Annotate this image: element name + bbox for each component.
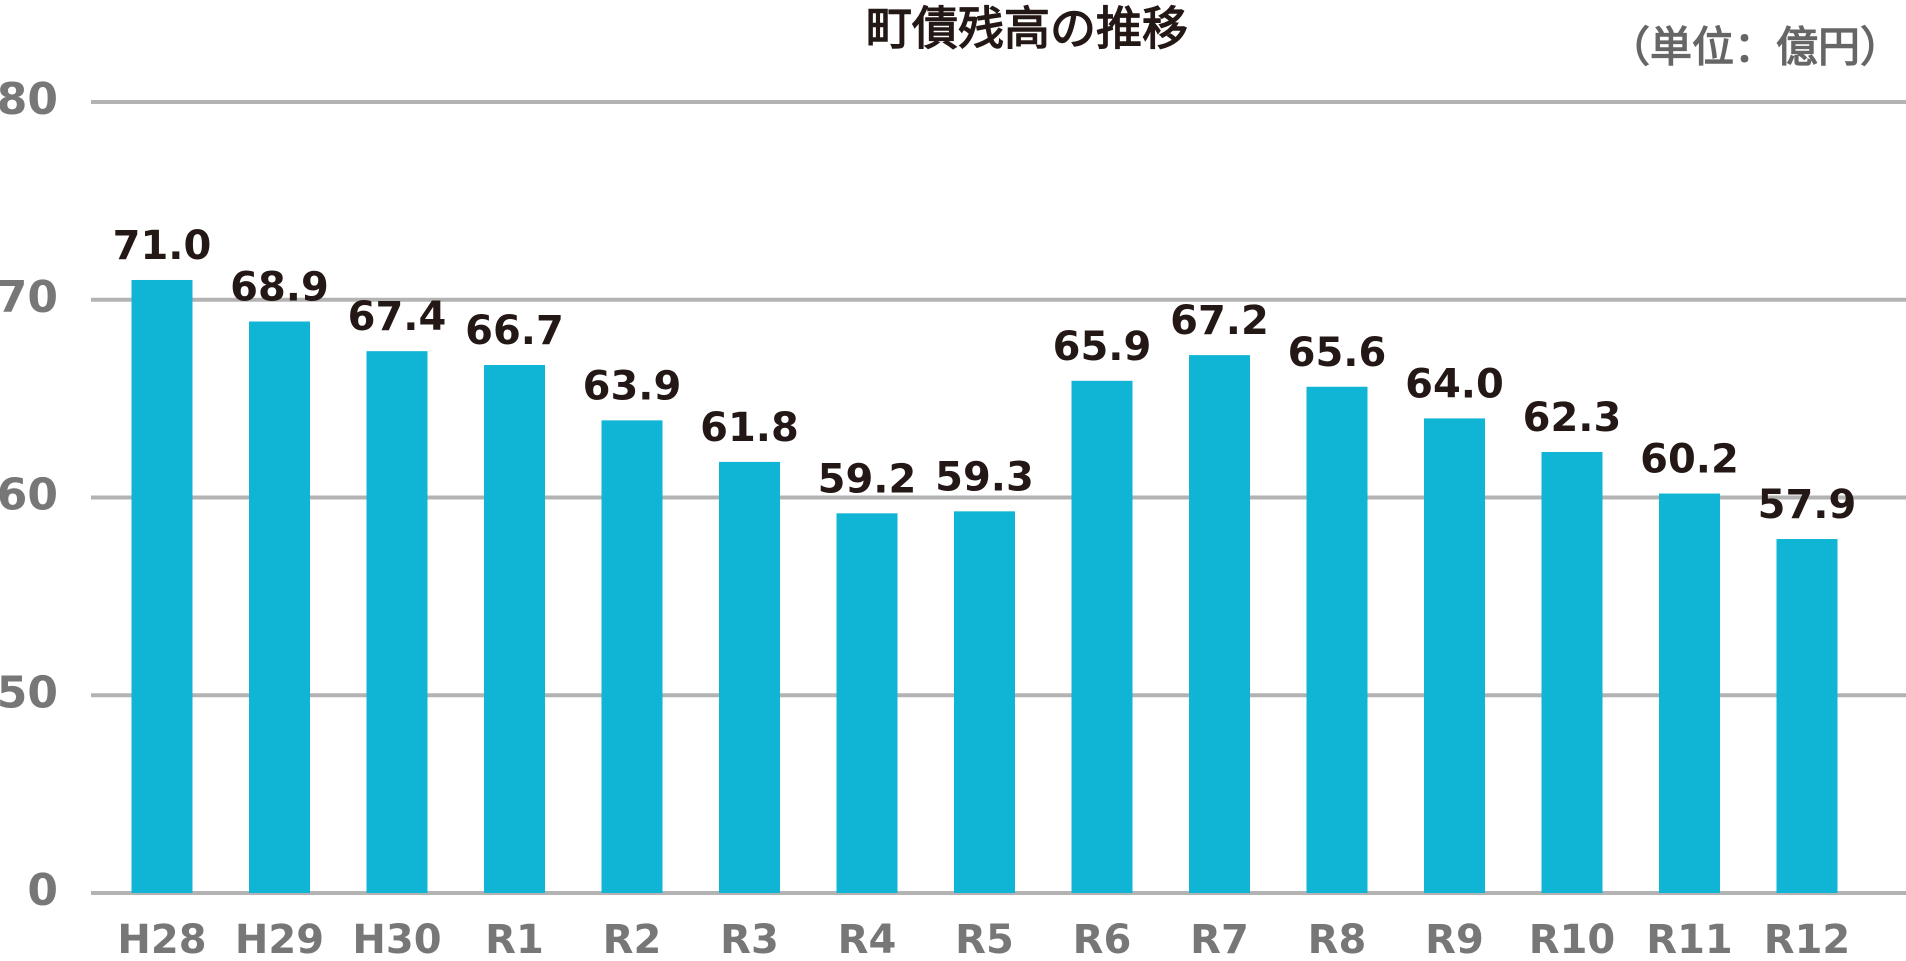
data-label: 66.7 bbox=[465, 308, 564, 354]
data-label: 67.4 bbox=[348, 294, 447, 340]
bar bbox=[1424, 418, 1485, 893]
data-label: 65.9 bbox=[1053, 324, 1152, 370]
y-tick-label: 50 bbox=[0, 667, 58, 718]
bar bbox=[484, 365, 545, 893]
y-tick-label: 60 bbox=[0, 470, 58, 521]
bar bbox=[1306, 386, 1368, 893]
x-tick-label: R8 bbox=[1308, 917, 1367, 961]
x-tick-label: H30 bbox=[352, 917, 441, 961]
x-tick-label: R11 bbox=[1646, 917, 1732, 961]
data-label: 65.6 bbox=[1288, 330, 1387, 376]
x-tick-label: R6 bbox=[1073, 917, 1132, 961]
data-label: 64.0 bbox=[1405, 361, 1504, 407]
data-label: 57.9 bbox=[1758, 482, 1857, 528]
data-label: 62.3 bbox=[1523, 395, 1622, 441]
y-tick-label: 0 bbox=[27, 865, 58, 916]
bar bbox=[601, 420, 663, 893]
x-tick-label: R4 bbox=[838, 917, 897, 961]
data-label: 61.8 bbox=[700, 405, 799, 451]
x-tick-label: R9 bbox=[1425, 917, 1484, 961]
x-tick-label: R12 bbox=[1764, 917, 1850, 961]
bar bbox=[131, 279, 193, 894]
data-label: 59.2 bbox=[818, 456, 917, 502]
bar bbox=[836, 513, 898, 893]
bar bbox=[366, 351, 428, 893]
x-tick-label: R2 bbox=[603, 917, 662, 961]
data-label: 67.2 bbox=[1170, 298, 1269, 344]
data-label: 59.3 bbox=[935, 454, 1034, 500]
bar bbox=[954, 511, 1015, 893]
x-tick-label: H28 bbox=[117, 917, 206, 961]
x-tick-label: R10 bbox=[1529, 917, 1615, 961]
x-tick-label: R5 bbox=[955, 917, 1014, 961]
bar bbox=[249, 321, 310, 893]
bar bbox=[719, 461, 780, 893]
x-tick-label: H29 bbox=[235, 917, 324, 961]
data-label: 60.2 bbox=[1640, 437, 1739, 483]
bar bbox=[1189, 355, 1250, 893]
data-label: 71.0 bbox=[113, 223, 212, 269]
x-tick-label: R3 bbox=[720, 917, 779, 961]
bar bbox=[1071, 380, 1133, 893]
bar bbox=[1776, 539, 1838, 893]
y-tick-label: 80 bbox=[0, 74, 58, 125]
bar bbox=[1541, 452, 1603, 893]
data-label: 68.9 bbox=[230, 265, 329, 311]
data-label: 63.9 bbox=[583, 363, 682, 409]
chart-title: 町債残高の推移 bbox=[866, 2, 1188, 56]
y-tick-label: 70 bbox=[0, 272, 58, 323]
x-tick-label: R7 bbox=[1190, 917, 1249, 961]
unit-label: （単位：億円） bbox=[1608, 23, 1902, 72]
bar bbox=[1659, 493, 1720, 893]
x-tick-label: R1 bbox=[485, 917, 544, 961]
